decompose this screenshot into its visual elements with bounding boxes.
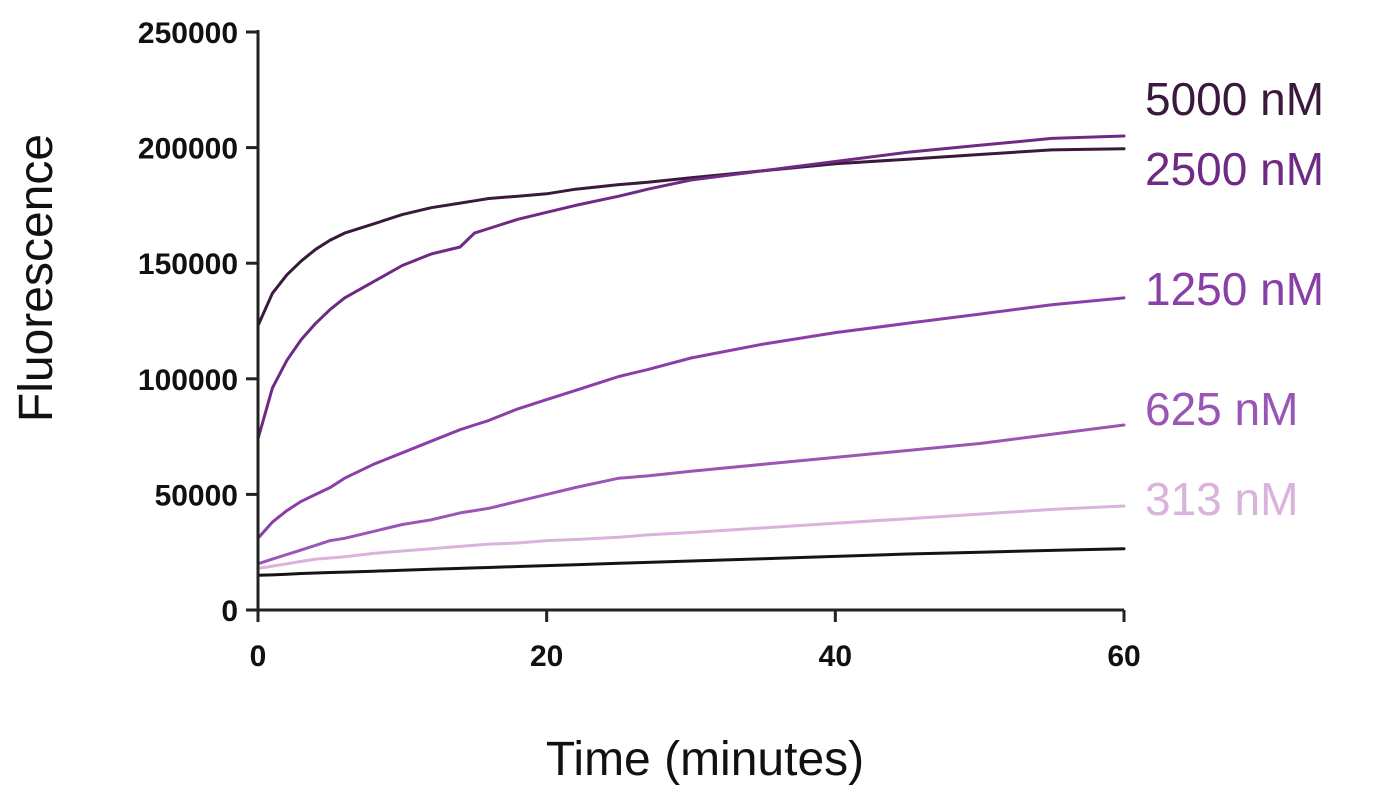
series-label: 1250 nM: [1145, 263, 1324, 315]
y-tick-label: 100000: [138, 364, 238, 397]
series-line-1250-nm: [256, 296, 1126, 540]
series-labels: 5000 nM 2500 nM 1250 nM 625 nM 313 nM: [1145, 73, 1324, 525]
x-tick-label: 60: [1107, 640, 1140, 673]
y-tick-label: 250000: [138, 17, 238, 50]
y-tick-label: 200000: [138, 133, 238, 166]
y-axis-title: Fluorescence: [10, 134, 63, 422]
series-line-2500-nm: [256, 134, 1126, 441]
x-tick-label: 40: [819, 640, 852, 673]
y-axis-ticks: 0 50000 100000 150000 200000 250000: [138, 17, 258, 628]
x-axis-title: Time (minutes): [546, 733, 864, 786]
series-label: 625 nM: [1145, 383, 1298, 435]
x-tick-label: 20: [530, 640, 563, 673]
series-line-baseline: [256, 547, 1126, 577]
y-tick-label: 0: [221, 595, 238, 628]
series-line-5000-nm: [256, 147, 1126, 328]
series-line-625-nm: [256, 423, 1126, 566]
series-label: 5000 nM: [1145, 73, 1324, 125]
series-line-313-nm: [256, 504, 1126, 570]
series-label: 2500 nM: [1145, 143, 1324, 195]
x-axis-ticks: 0 20 40 60: [250, 610, 1141, 673]
y-tick-label: 150000: [138, 248, 238, 281]
series-lines: [256, 134, 1126, 577]
x-tick-label: 0: [250, 640, 267, 673]
series-label: 313 nM: [1145, 473, 1298, 525]
axes: [256, 30, 1124, 612]
y-tick-label: 50000: [155, 479, 238, 512]
